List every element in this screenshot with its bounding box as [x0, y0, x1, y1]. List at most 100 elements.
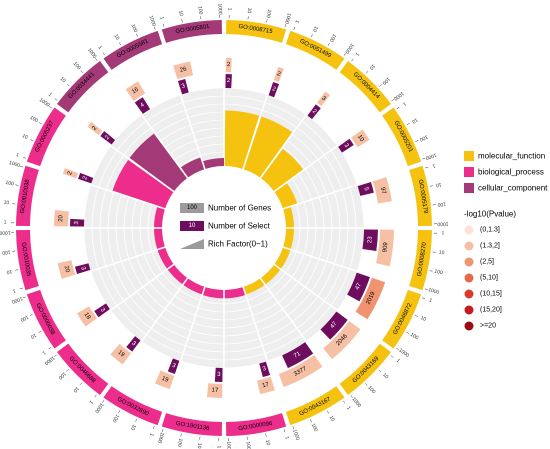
scale-tick	[180, 433, 182, 437]
scale-tick-label: 1000	[437, 221, 448, 227]
scale-tick	[415, 140, 419, 142]
scale-tick-label: 100	[366, 385, 376, 395]
scale-tick-label: 100	[409, 332, 419, 341]
scale-tick-label: 10	[29, 332, 37, 340]
scale-tick-label: 1	[216, 445, 222, 448]
category-legend-label: cellular_component	[478, 184, 548, 193]
scale-tick-label: 1000	[283, 12, 292, 25]
scale-tick	[351, 58, 354, 62]
scale-tick	[135, 418, 137, 422]
term-outer-band	[103, 386, 163, 426]
genes-bar	[110, 343, 131, 365]
pvalue-legend-dot	[464, 305, 474, 315]
term-outer-band	[161, 413, 222, 436]
sector-separator	[258, 276, 307, 342]
genes-value-label: 97	[379, 187, 387, 196]
genes-value-label: 3377	[293, 366, 308, 378]
sector-separator	[110, 145, 176, 194]
scale-tick-label: 1000	[424, 152, 437, 161]
genes-value-label: 3	[320, 95, 327, 102]
inner-category-band	[274, 186, 291, 209]
pvalue-legend-label: (2,5]	[480, 259, 494, 266]
genes-bar	[317, 91, 331, 107]
inner-category-band	[224, 158, 246, 170]
scale-tick	[406, 123, 410, 125]
scale-tick-label: 1000	[427, 287, 440, 296]
scale-tick	[424, 288, 428, 291]
term-outer-band	[26, 289, 66, 349]
inner-category-band	[154, 228, 166, 250]
scale-tick-label: 10	[72, 385, 80, 393]
genes-bar	[355, 277, 386, 320]
scale-tick-label: 10	[381, 372, 389, 380]
genes-bar	[351, 129, 370, 148]
scale-tick	[396, 106, 400, 109]
scale-tick-label: 1	[354, 51, 361, 57]
inner-category-band	[182, 161, 205, 178]
genes-bar	[154, 370, 175, 390]
scale-tick	[153, 425, 155, 429]
scale-tick	[54, 354, 57, 357]
scale-tick-label: 10	[368, 63, 376, 71]
scale-tick	[310, 419, 312, 423]
scale-tick	[48, 347, 52, 350]
scale-tick	[95, 58, 98, 61]
scale-tick	[421, 297, 425, 299]
scale-tick	[102, 52, 105, 56]
scale-tick-label: 100	[72, 61, 82, 71]
scale-tick-label: 1000	[43, 354, 56, 366]
term-id-label: GO:0034441	[68, 71, 97, 100]
scale-tick	[136, 33, 138, 37]
scale-tick-label: 1000	[350, 396, 362, 409]
scale-tick-label: 1000	[392, 90, 405, 102]
scale-tick	[390, 355, 394, 358]
genes-bar	[62, 168, 78, 179]
scale-tick-label: 10	[129, 423, 137, 431]
pvalue-legend-dot	[464, 257, 474, 267]
scale-tick-label: 1	[96, 45, 103, 51]
genes-bar	[375, 229, 394, 267]
term-id-label: GO:0000096	[238, 421, 274, 432]
scale-tick-label: 1	[41, 349, 47, 356]
term-id-label: GO:0008270	[417, 241, 428, 277]
term-sector: GO:0010038 1 10 100 1000 20 3	[3, 160, 167, 229]
term-id-label: GO:0010038	[20, 178, 31, 214]
select-value-label: 47	[355, 282, 363, 291]
scale-tick	[429, 270, 433, 272]
inner-category-band	[274, 247, 291, 270]
scale-tick-label: 1	[148, 432, 155, 437]
sector-separator	[258, 114, 307, 180]
inner-category-band	[282, 228, 294, 250]
scale-tick-label: 1000	[217, 3, 223, 14]
genes-bar	[273, 66, 284, 82]
scale-tick-label: 100	[245, 441, 252, 449]
select-bar	[94, 303, 110, 318]
inner-category-band	[243, 278, 266, 295]
scale-tick	[38, 122, 42, 125]
scale-tick	[118, 410, 121, 414]
genes-value-label: 2	[276, 71, 282, 78]
scale-tick-label: 100	[57, 370, 67, 380]
scale-tick-label: 1000	[11, 295, 24, 304]
select-value-label: 47	[330, 320, 339, 329]
scale-tick	[30, 139, 34, 141]
sector-separator	[272, 145, 338, 194]
genes-bar	[278, 355, 323, 388]
scale-tick-label: 10	[21, 133, 29, 141]
sector-separator	[179, 284, 207, 362]
rich-factor-bar	[224, 110, 260, 171]
term-outer-band	[16, 165, 39, 226]
select-value-label: 3	[262, 366, 267, 373]
genes-bar	[54, 210, 69, 227]
scale-tick-label: 10	[411, 116, 419, 124]
scale-tick	[396, 347, 399, 350]
center-legend-sample-value: 10	[189, 223, 196, 229]
pvalue-legend-title: -log10(Pvalue)	[464, 210, 516, 219]
scale-tick-label: 1000	[343, 42, 354, 55]
scale-tick-label: 1000	[0, 229, 11, 235]
select-value-label: 3	[217, 372, 221, 378]
scale-tick-label: 1	[345, 405, 352, 411]
sector-separator	[90, 183, 168, 211]
scale-tick	[102, 400, 105, 403]
